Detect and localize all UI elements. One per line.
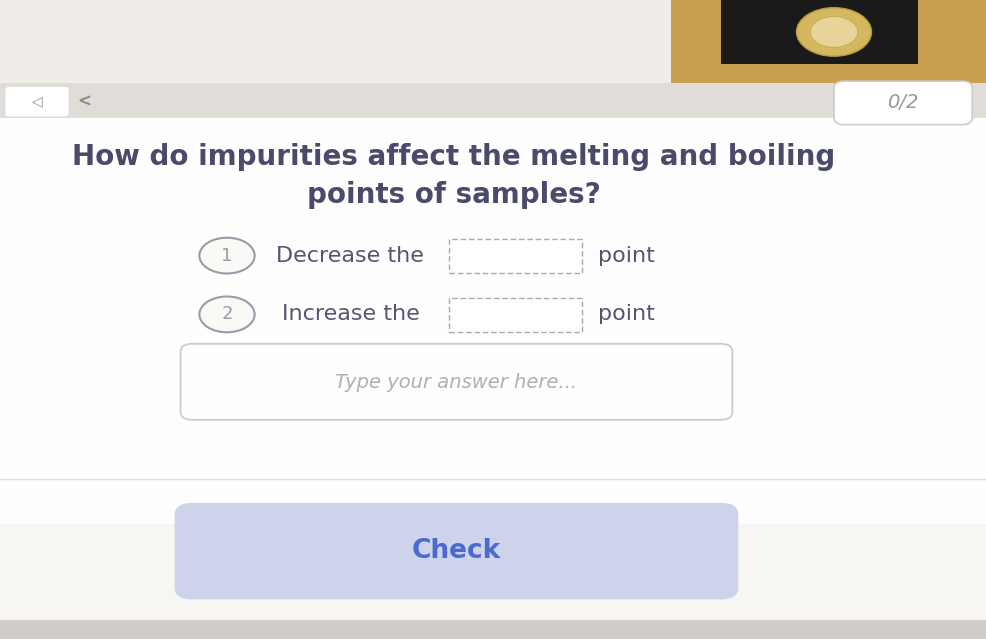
FancyBboxPatch shape [0,620,986,639]
Text: <: < [77,93,91,111]
FancyBboxPatch shape [720,0,917,64]
FancyBboxPatch shape [670,0,986,83]
FancyBboxPatch shape [175,503,738,599]
FancyBboxPatch shape [5,86,69,117]
FancyBboxPatch shape [0,0,986,86]
Text: Check: Check [411,538,500,564]
FancyBboxPatch shape [833,81,971,125]
Text: points of samples?: points of samples? [307,181,600,209]
Circle shape [796,8,871,56]
Circle shape [199,238,254,273]
Text: How do impurities affect the melting and boiling: How do impurities affect the melting and… [72,142,835,171]
Text: Type your answer here...: Type your answer here... [334,373,577,392]
FancyBboxPatch shape [449,298,582,332]
Text: ◁: ◁ [33,95,42,109]
Text: point: point [598,304,655,325]
Text: 1: 1 [221,247,233,265]
Text: 0/2: 0/2 [886,93,918,112]
Text: point: point [598,245,655,266]
Circle shape [199,296,254,332]
Circle shape [810,17,857,47]
FancyBboxPatch shape [0,116,986,524]
Text: Increase the: Increase the [281,304,419,325]
FancyBboxPatch shape [0,83,986,118]
FancyBboxPatch shape [180,344,732,420]
Text: Decrease the: Decrease the [276,245,424,266]
FancyBboxPatch shape [449,239,582,273]
Text: 2: 2 [221,305,233,323]
